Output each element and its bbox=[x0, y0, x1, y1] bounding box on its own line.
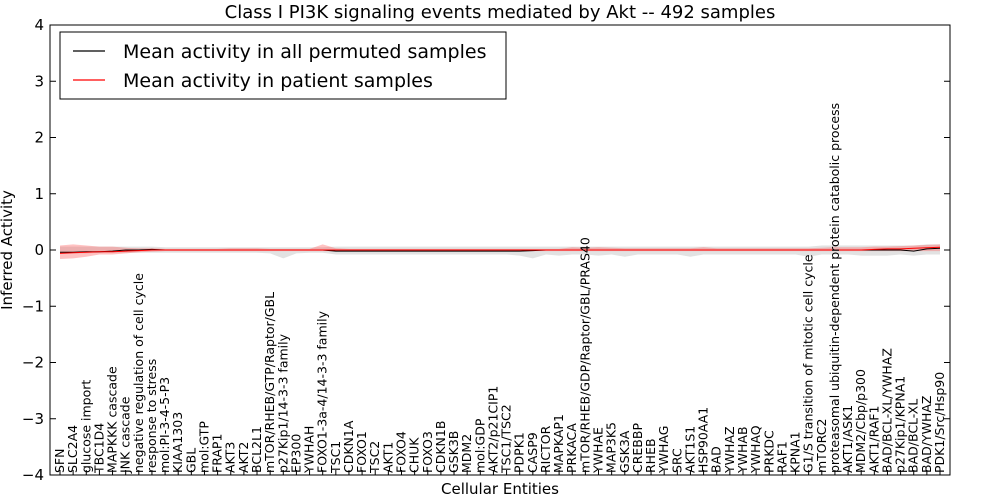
x-tick-label: BCL2L1 bbox=[249, 426, 264, 473]
x-tick-label: AKT3 bbox=[223, 442, 238, 473]
x-tick-label: mTORC2 bbox=[814, 419, 829, 473]
x-tick-label: MAPKKK cascade bbox=[105, 366, 120, 473]
x-tick-label: KPNA1 bbox=[788, 431, 803, 473]
legend-box bbox=[59, 31, 507, 100]
x-tick-label: PDK1/Src/Hsp90 bbox=[932, 372, 947, 473]
x-tick-label: GSK3B bbox=[446, 431, 461, 473]
x-tick-label: YWHAZ bbox=[722, 426, 737, 474]
x-tick-label: BAD/YWHAZ bbox=[919, 396, 934, 473]
x-tick-label: AKT1/RAF1 bbox=[866, 406, 881, 473]
x-tick-label: mTOR/RHEB/GDP/Raptor/GBL/PRAS40 bbox=[577, 237, 592, 473]
x-tick-label: AKT1 bbox=[380, 442, 395, 473]
x-tick-label: BAD/BCL-XL bbox=[906, 399, 921, 473]
x-tick-label: YWHAB bbox=[735, 426, 750, 474]
x-tick-label: CHUK bbox=[407, 437, 422, 473]
x-tick-label: mol:GDP bbox=[472, 418, 487, 473]
x-tick-label: SRC bbox=[669, 448, 684, 473]
x-tick-label: CASP9 bbox=[525, 432, 540, 473]
x-tick-label: EP300 bbox=[288, 434, 303, 473]
x-axis-title: Cellular Entities bbox=[441, 480, 559, 498]
x-tick-label: JNK cascade bbox=[118, 396, 133, 474]
x-tick-label: FOXO4 bbox=[394, 431, 409, 473]
y-tick-label: −3 bbox=[22, 410, 44, 428]
x-tick-label: glucose import bbox=[78, 380, 93, 473]
plot-frame bbox=[49, 24, 951, 476]
x-tick-label: PDPK1 bbox=[512, 432, 527, 473]
y-tick-label: −1 bbox=[22, 297, 44, 315]
x-tick-label: MDM2/Cbp/p300 bbox=[853, 369, 868, 473]
x-tick-label: MAP3K5 bbox=[604, 422, 619, 473]
legend-label-0: Mean activity in all permuted samples bbox=[123, 41, 486, 63]
y-tick-label: −2 bbox=[22, 354, 44, 372]
x-tick-label: BAD bbox=[709, 446, 724, 473]
x-tick-label: YWHAH bbox=[302, 426, 317, 474]
x-tick-label: RHEB bbox=[643, 438, 658, 473]
x-tick-label: BAD/BCL-XL/YWHAZ bbox=[880, 348, 895, 473]
y-tick-label: 1 bbox=[34, 185, 44, 203]
x-tick-label: CDKN1B bbox=[433, 421, 448, 473]
x-tick-label: SLC2A4 bbox=[65, 425, 80, 473]
x-tick-label: p27Kip1/KPNA1 bbox=[893, 376, 908, 473]
x-tick-label: HSP90AA1 bbox=[696, 407, 711, 473]
x-tick-label: FOXO3 bbox=[420, 431, 435, 473]
x-tick-label: mol:PI-3-4-5-P3 bbox=[157, 377, 172, 473]
series-lines bbox=[59, 246, 941, 254]
x-tick-label: p27Kip1/14-3-3 family bbox=[275, 333, 290, 473]
y-tick-label: −4 bbox=[22, 466, 44, 484]
x-tick-label: SFN bbox=[52, 449, 67, 473]
x-tick-label: CREBBP bbox=[630, 423, 645, 473]
y-tick-label: 3 bbox=[34, 72, 44, 90]
x-tick-label: RICTOR bbox=[538, 425, 553, 473]
x-tick-label: GSK3A bbox=[617, 430, 632, 473]
x-tick-label: KIAA1303 bbox=[170, 412, 185, 473]
x-tick-label: proteasomal ubiquitin-dependent protein … bbox=[827, 103, 842, 473]
x-tick-label: mTOR/RHEB/GTP/Raptor/GBL bbox=[262, 292, 277, 473]
x-tick-label: TSC1 bbox=[328, 441, 343, 474]
x-tick-label: AKT1/ASK1 bbox=[840, 405, 855, 473]
x-tick-label: FOXO1 bbox=[354, 431, 369, 473]
x-tick-label: MAPKAP1 bbox=[551, 414, 566, 473]
y-axis: −4 −3 −2 −1 0 1 2 3 4 bbox=[22, 16, 950, 484]
x-tick-label: AKT2 bbox=[236, 442, 251, 473]
x-tick-label: TSC1/TSC2 bbox=[499, 404, 514, 474]
x-tick-label: PRKACA bbox=[564, 423, 579, 473]
y-tick-label: 4 bbox=[34, 16, 44, 34]
x-tick-label: RAF1 bbox=[774, 441, 789, 473]
x-tick-label: AKT2/p21CIP1 bbox=[485, 386, 500, 473]
legend: Mean activity in all permuted samples Mea… bbox=[59, 31, 507, 100]
x-tick-label: G1/S transition of mitotic cell cycle bbox=[801, 254, 816, 473]
x-tick-label: MDM2 bbox=[459, 434, 474, 473]
y-tick-label: 0 bbox=[34, 241, 44, 259]
x-tick-label: TBC1D4 bbox=[91, 423, 106, 474]
line-series-1 bbox=[59, 246, 941, 254]
x-tick-label: CDKN1A bbox=[341, 420, 356, 473]
y-axis-title: Inferred Activity bbox=[0, 190, 16, 310]
legend-label-1: Mean activity in patient samples bbox=[123, 70, 433, 92]
y-tick-label: 2 bbox=[34, 129, 44, 147]
x-tick-label: YWHAG bbox=[656, 426, 671, 474]
chart-title: Class I PI3K signaling events mediated b… bbox=[225, 2, 776, 23]
x-tick-label: AKT1S1 bbox=[682, 426, 697, 473]
x-tick-label: YWHAQ bbox=[748, 425, 763, 474]
x-tick-label: negative regulation of cell cycle bbox=[131, 273, 146, 473]
x-tick-label: GBL bbox=[183, 448, 198, 473]
x-tick-label: response to stress bbox=[144, 359, 159, 473]
x-tick-label: TSC2 bbox=[367, 441, 382, 474]
x-tick-label: YWHAE bbox=[591, 427, 606, 474]
x-tick-label: PRKDC bbox=[761, 430, 776, 473]
x-tick-label: FOXO1-3a-4/14-3-3 family bbox=[315, 310, 330, 473]
x-tick-label: FRAP1 bbox=[210, 434, 225, 473]
x-tick-label: mol:GTP bbox=[197, 421, 212, 473]
